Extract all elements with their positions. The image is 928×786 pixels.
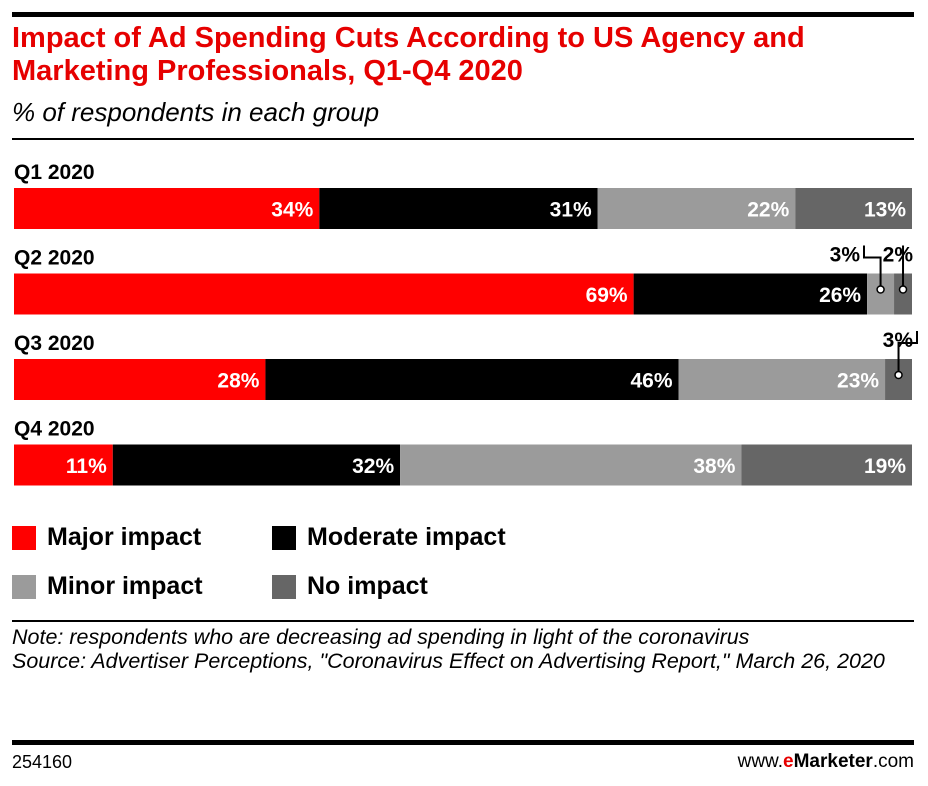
value-label: 13% [864,199,906,222]
category-label: Q4 2020 [14,418,95,441]
leader-line [897,331,918,375]
brand-name: Marketer [793,751,873,772]
bar-moderate [265,359,679,400]
leader-dot [898,285,908,294]
legend-swatch-minor [12,574,36,599]
title-divider [12,138,914,140]
legend-label-minor: Minor impact [47,572,203,600]
value-label: 38% [693,455,735,478]
legend-swatch-moderate [272,525,296,550]
leader-dot [876,285,885,294]
legend-label-moderate: Moderate impact [307,523,506,551]
chart-title: Impact of Ad Spending Cuts According to … [12,22,805,87]
bar-major [14,359,266,400]
value-label: 46% [630,370,672,393]
legend-label-major: Major impact [47,523,202,551]
category-label: Q2 2020 [14,247,95,270]
bar-none [795,188,912,229]
bar-none [741,444,912,486]
chart-subtitle: % of respondents in each group [12,97,380,127]
legend-major: Major impact [12,523,201,552]
brand-prefix: www. [737,751,784,772]
bar-minor [597,188,796,229]
brand-suffix: .com [872,751,914,772]
footnote: Note: respondents who are decreasing ad … [12,625,917,673]
bar-major [14,273,634,315]
value-label-callout: 3% [830,244,861,267]
bar-moderate [112,444,401,486]
bar-minor [400,444,742,486]
top-rule [12,12,914,17]
value-label: 11% [66,455,107,478]
value-label: 34% [271,199,313,222]
legend-none: No impact [272,572,428,601]
category-label: Q1 2020 [14,161,95,184]
chart-id: 254160 [12,752,73,772]
value-label-callout: 2% [883,244,914,267]
footer-divider [12,620,914,622]
brand-e: e [783,751,794,772]
legend-minor: Minor impact [12,572,203,601]
legend-label-none: No impact [307,572,428,600]
value-label: 69% [586,284,628,307]
value-label: 26% [819,284,861,307]
bar-minor [678,359,886,400]
value-label: 31% [550,199,592,222]
value-label-callout: 3% [883,329,914,352]
category-label: Q3 2020 [14,332,95,355]
leader-line [863,245,882,290]
bar-none [894,273,912,315]
bar-major [14,444,113,486]
leader-dot [894,370,903,380]
bar-major [14,188,320,229]
source-text: Source: Advertiser Perceptions, "Coronav… [12,648,885,673]
legend-swatch-none [272,574,296,599]
legend-moderate: Moderate impact [272,523,506,552]
value-label: 23% [837,370,879,393]
value-label: 28% [217,370,259,393]
bar-moderate [633,273,868,315]
value-label: 22% [747,199,789,222]
stacked-bar-chart: Q1 2020 34% 31% 22% 13% Q2 2020 69% 26% 3% 2% Q3 2… [14,161,918,486]
bar-moderate [319,188,598,229]
value-label: 19% [864,455,906,478]
note-text: Note: respondents who are decreasing ad … [12,625,750,649]
brand-link[interactable]: www.eMarketer.com [738,751,914,773]
value-label: 32% [352,455,394,478]
legend-swatch-major [12,525,36,550]
bottom-rule [12,740,914,745]
